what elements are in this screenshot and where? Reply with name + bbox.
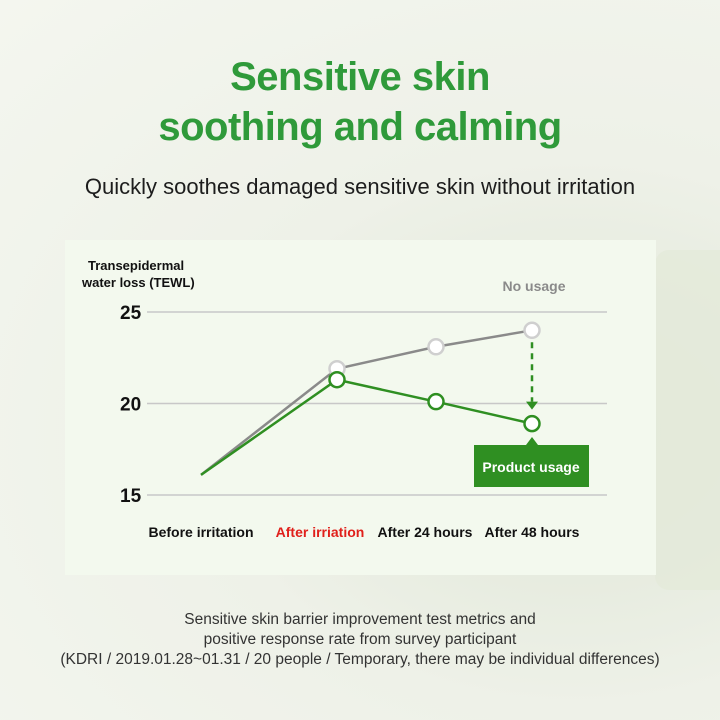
y-tick-25: 25: [120, 303, 142, 324]
footnote-line-1: Sensitive skin barrier improvement test …: [184, 611, 536, 628]
subtitle: Quickly soothes damaged sensitive skin w…: [84, 174, 636, 199]
legend-product-usage: Product usage: [482, 459, 579, 475]
y-axis-label-line-2: water loss (TEWL): [81, 275, 195, 290]
data-point: [328, 370, 346, 389]
legend-no-usage: No usage: [502, 278, 565, 294]
data-point: [427, 338, 445, 356]
product-bottle-image: [655, 250, 720, 590]
series-line-product-usage: [200, 378, 533, 476]
x-tick-label: After 48 hours: [485, 524, 580, 540]
callout-box: [474, 445, 589, 487]
y-axis-label-line-1: Transepidermal: [88, 258, 184, 273]
x-tick-label: After irriation: [276, 524, 365, 540]
x-tick-label: Before irritation: [148, 524, 253, 540]
callout-pointer: [526, 437, 538, 445]
page-title: Sensitive skin soothing and calming: [0, 52, 720, 152]
data-point: [523, 321, 541, 340]
footnote-line-2: positive response rate from survey parti…: [203, 631, 517, 648]
title-line-1: Sensitive skin: [230, 55, 490, 99]
series-line-no-usage: [200, 329, 533, 476]
title-line-2: soothing and calming: [158, 105, 562, 149]
y-tick-15: 15: [120, 486, 142, 507]
chart-panel: [65, 240, 656, 575]
x-tick-label: After 24 hours: [378, 524, 473, 540]
y-tick-20: 20: [120, 395, 141, 416]
arrow-head: [526, 401, 538, 410]
data-point: [523, 414, 541, 433]
data-point: [427, 392, 445, 411]
footnote: Sensitive skin barrier improvement test …: [0, 610, 720, 670]
footnote-line-3: (KDRI / 2019.01.28~01.31 / 20 people / T…: [60, 651, 660, 668]
